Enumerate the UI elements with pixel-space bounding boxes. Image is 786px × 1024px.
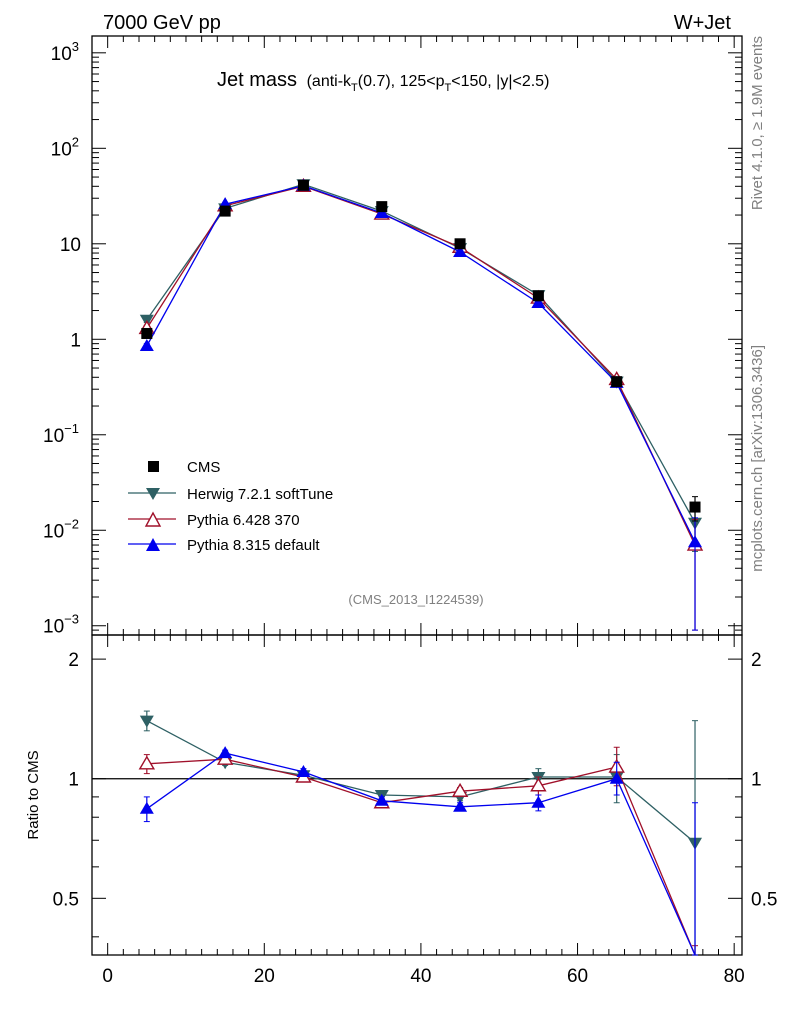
series-line-herwig-7-2-1-softtune xyxy=(146,183,696,524)
y-tick-label: 10 xyxy=(60,235,81,256)
y-tick-label: 10−3 xyxy=(43,612,79,638)
rivet-label: Rivet 4.1.0, ≥ 1.9M events xyxy=(749,36,766,210)
y-tick-label-base: 10 xyxy=(43,521,64,542)
y-tick-label-exp: 3 xyxy=(72,39,79,54)
plot-title-sub-1: T xyxy=(351,82,358,94)
y-tick-label: 10−1 xyxy=(43,421,79,447)
ratio-point-pythia-6-428-370 xyxy=(138,755,156,770)
plot-title-detail-1: (anti-k xyxy=(307,73,352,90)
y-tick-label-exp: 2 xyxy=(72,134,79,149)
ratio-plot xyxy=(92,710,742,956)
ratio-y-tick-label-right: 0.5 xyxy=(751,889,777,910)
y-tick-label-base: 10 xyxy=(43,426,64,447)
y-tick-label-exp: −2 xyxy=(64,516,79,531)
legend-label-pythia6: Pythia 6.428 370 xyxy=(187,512,300,529)
series-line-pythia-8-315-default xyxy=(146,185,696,543)
plot-title-sub-2: T xyxy=(445,82,452,94)
x-tick-label: 0 xyxy=(102,966,113,987)
data-point-cms xyxy=(297,179,309,191)
ratio-panel-frame xyxy=(91,634,743,956)
ratio-line-pythia-8-315-default xyxy=(146,752,696,956)
header-right: W+Jet xyxy=(674,12,732,34)
y-tick-label: 1 xyxy=(70,330,81,351)
data-point-pythia-8-315-default xyxy=(453,245,468,258)
x-tick-label: 80 xyxy=(724,966,745,987)
header-left: 7000 GeV pp xyxy=(103,12,221,34)
series-line-pythia-6-428-370 xyxy=(146,185,696,546)
ratio-ylabel: Ratio to CMS xyxy=(25,750,42,839)
y-tick-label-base: 10 xyxy=(51,139,72,160)
plot-title-detail-3: <150, |y|<2.5) xyxy=(451,73,549,90)
y-tick-label: 10−2 xyxy=(43,516,79,542)
ratio-point-pythia-8-315-default xyxy=(453,799,468,812)
data-point-pythia-8-315-default xyxy=(139,339,154,352)
y-tick-label-base: 10 xyxy=(43,617,64,638)
ratio-point-pythia-8-315-default xyxy=(218,746,233,759)
analysis-watermark: (CMS_2013_I1224539) xyxy=(348,592,483,607)
ratio-point-herwig-7-2-1-softtune xyxy=(139,715,154,728)
data-point-pythia-8-315-default xyxy=(688,535,703,548)
ratio-point-pythia-6-428-370 xyxy=(451,782,469,797)
data-point-cms xyxy=(689,501,701,513)
ratio-point-pythia-8-315-default xyxy=(609,771,624,784)
legend-label-herwig: Herwig 7.2.1 softTune xyxy=(187,486,333,503)
y-tick-label: 103 xyxy=(51,39,79,65)
plot-title-main: Jet mass xyxy=(217,69,297,91)
legend-marker-herwig xyxy=(146,488,160,500)
ratio-point-pythia-8-315-default xyxy=(531,795,546,808)
data-point-cms xyxy=(141,327,153,339)
legend-label-cms: CMS xyxy=(187,459,220,476)
ratio-point-pythia-8-315-default xyxy=(296,764,311,777)
ratio-line-herwig-7-2-1-softtune xyxy=(146,720,696,844)
ratio-y-tick-label-right: 2 xyxy=(751,650,762,671)
y-tick-label-exp: −1 xyxy=(64,421,79,436)
legend: CMS Herwig 7.2.1 softTune Pythia 6.428 3… xyxy=(128,459,333,554)
ratio-point-pythia-8-315-default xyxy=(374,793,389,806)
mcplots-label: mcplots.cern.ch [arXiv:1306.3436] xyxy=(749,345,766,572)
x-tick-label: 40 xyxy=(410,966,431,987)
ratio-y-tick-label-right: 1 xyxy=(751,770,762,791)
y-tick-label: 102 xyxy=(51,134,79,160)
x-tick-label: 20 xyxy=(254,966,275,987)
plot-title: Jet mass (anti-kT(0.7), 125<pT<150, |y|<… xyxy=(217,69,549,94)
ratio-y-tick-label: 1 xyxy=(68,770,79,791)
legend-label-pythia8: Pythia 8.315 default xyxy=(187,537,320,554)
ratio-point-pythia-6-428-370 xyxy=(216,750,234,765)
ratio-y-tick-label: 2 xyxy=(68,650,79,671)
data-point-cms xyxy=(376,201,388,213)
y-tick-label-base: 10 xyxy=(51,44,72,65)
y-tick-label-exp: −3 xyxy=(64,612,79,627)
x-tick-label: 60 xyxy=(567,966,588,987)
data-point-cms xyxy=(219,205,231,217)
data-point-cms xyxy=(454,238,466,250)
ratio-point-pythia-8-315-default xyxy=(139,801,154,814)
ratio-y-tick-label: 0.5 xyxy=(53,889,79,910)
data-point-cms xyxy=(532,290,544,302)
data-point-pythia-8-315-default xyxy=(531,295,546,308)
plot-title-detail-2: (0.7), 125<p xyxy=(358,73,445,90)
data-point-cms xyxy=(611,376,623,388)
ratio-line-pythia-6-428-370 xyxy=(146,758,696,956)
ratio-point-pythia-6-428-370 xyxy=(530,777,547,792)
legend-marker-cms xyxy=(148,461,159,472)
main-plot xyxy=(138,177,704,631)
legend-marker-pythia8 xyxy=(146,538,160,551)
legend-marker-pythia6 xyxy=(144,511,162,527)
